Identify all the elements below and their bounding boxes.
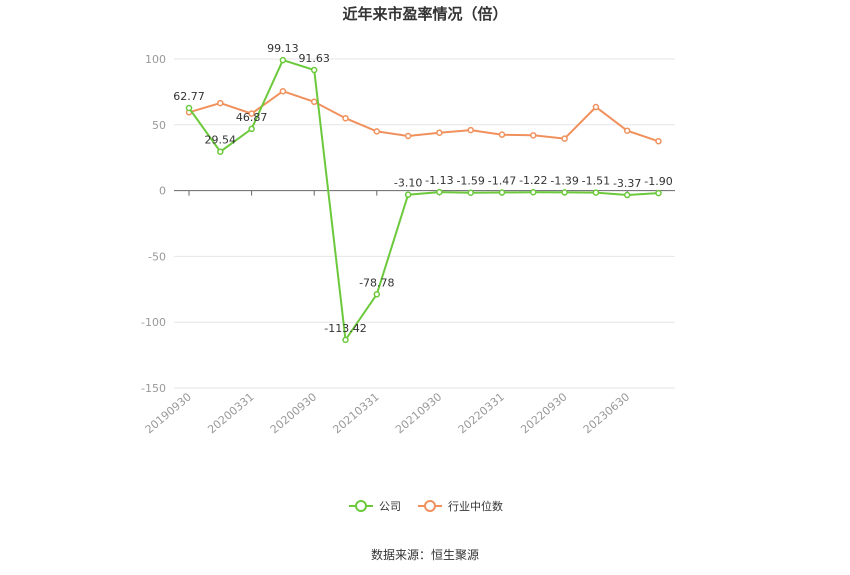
data-point[interactable] xyxy=(342,336,349,344)
data-label: 62.77 xyxy=(173,90,205,103)
x-tick-label: 20200331 xyxy=(205,390,256,436)
data-point[interactable] xyxy=(217,99,224,107)
data-point[interactable] xyxy=(655,138,662,145)
data-label: 99.13 xyxy=(267,42,299,55)
x-tick-label: 20190930 xyxy=(143,390,194,436)
data-point[interactable] xyxy=(436,129,443,136)
data-point[interactable] xyxy=(404,132,412,140)
x-tick-label: 20230630 xyxy=(581,390,632,436)
data-point[interactable] xyxy=(217,148,224,155)
data-label: -1.90 xyxy=(644,175,672,188)
data-point[interactable] xyxy=(561,135,568,142)
data-label: 91.63 xyxy=(298,52,330,65)
x-tick-label: 20200930 xyxy=(268,390,319,436)
x-axis: 20190930 20200331 20200930 20210331 20210930… xyxy=(143,190,632,436)
y-tick-label: -50 xyxy=(148,250,166,263)
chart-title: 近年来市盈率情况（倍） xyxy=(342,5,507,23)
series-line-industry-median xyxy=(188,90,659,143)
data-point[interactable] xyxy=(467,189,474,196)
data-label: -78.78 xyxy=(359,276,394,289)
data-label: -1.47 xyxy=(488,175,516,188)
data-point[interactable] xyxy=(373,128,381,135)
y-tick-label: -150 xyxy=(141,382,166,395)
data-point[interactable] xyxy=(279,56,287,64)
data-point[interactable] xyxy=(342,114,349,122)
legend-label[interactable]: 行业中位数 xyxy=(448,499,503,513)
data-label: 29.54 xyxy=(205,134,237,147)
y-tick-label: 0 xyxy=(159,185,166,198)
data-point[interactable] xyxy=(467,126,474,134)
data-source: 数据来源：恒生聚源 xyxy=(371,547,479,562)
data-point[interactable] xyxy=(404,191,412,198)
data-point[interactable] xyxy=(592,103,600,111)
data-point[interactable] xyxy=(279,87,287,95)
data-point[interactable] xyxy=(310,66,318,74)
x-tick-label: 20210331 xyxy=(330,390,381,436)
data-point[interactable] xyxy=(561,189,568,196)
data-point[interactable] xyxy=(530,132,537,139)
data-point[interactable] xyxy=(623,127,631,134)
data-point[interactable] xyxy=(655,189,662,197)
y-tick-label: 50 xyxy=(152,119,166,132)
data-point[interactable] xyxy=(623,191,631,199)
data-label: -3.10 xyxy=(394,177,422,190)
data-label: -1.22 xyxy=(519,174,547,187)
data-point[interactable] xyxy=(498,189,506,196)
data-point[interactable] xyxy=(530,188,537,196)
grid xyxy=(174,58,675,389)
data-label: -1.59 xyxy=(456,175,484,188)
data-point[interactable] xyxy=(436,188,443,196)
data-label: -113.42 xyxy=(324,322,366,335)
data-point[interactable] xyxy=(310,98,318,106)
data-label: -3.37 xyxy=(613,177,641,190)
data-point[interactable] xyxy=(248,110,255,117)
legend-marker xyxy=(355,500,367,512)
data-label: 46.87 xyxy=(236,111,268,124)
x-tick-label: 20210930 xyxy=(393,390,444,436)
data-point[interactable] xyxy=(185,104,193,112)
data-label: -1.13 xyxy=(425,174,453,187)
x-tick-label: 20220331 xyxy=(456,390,507,436)
data-point[interactable] xyxy=(373,291,381,298)
legend-marker xyxy=(424,500,436,512)
y-axis: 100 50 0 -50 -100 -150 xyxy=(141,53,166,395)
legend-label[interactable]: 公司 xyxy=(379,500,401,513)
data-point[interactable] xyxy=(592,189,600,196)
x-tick-label: 20220930 xyxy=(518,390,569,436)
y-tick-label: -100 xyxy=(141,316,166,329)
data-point[interactable] xyxy=(498,131,506,138)
data-point[interactable] xyxy=(248,125,255,133)
y-tick-label: 100 xyxy=(145,53,166,66)
data-label: -1.39 xyxy=(550,174,578,187)
series-line-company xyxy=(188,58,659,343)
data-label: -1.51 xyxy=(582,175,610,188)
legend[interactable]: 公司 行业中位数 xyxy=(349,499,503,513)
